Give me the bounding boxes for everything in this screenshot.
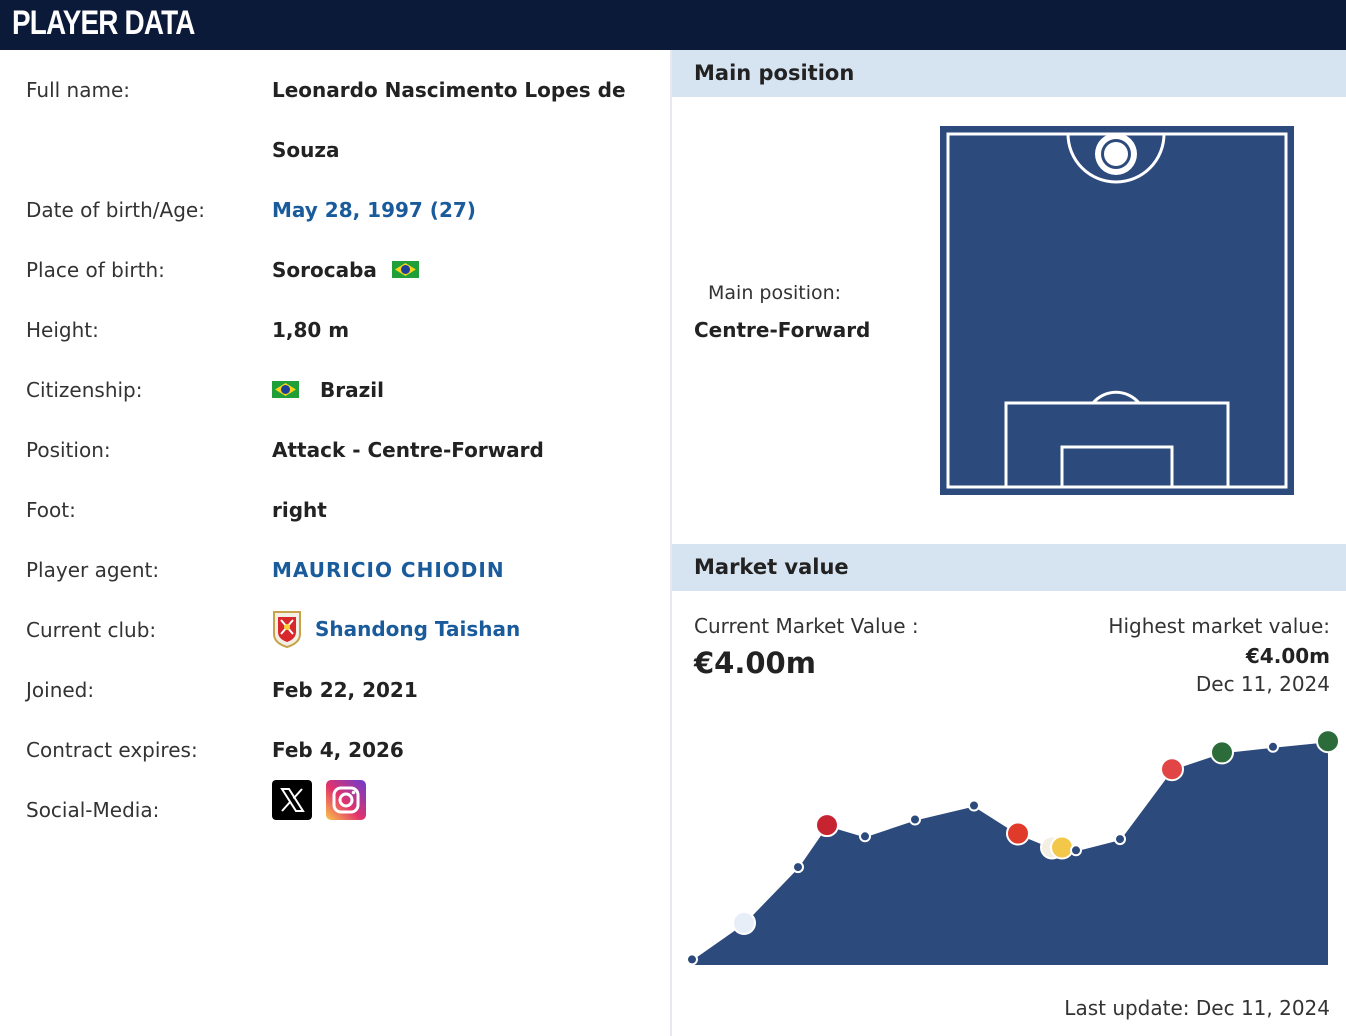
agent-link[interactable]: MAURICIO CHIODIN bbox=[272, 558, 505, 582]
place-of-birth-value-wrap: Sorocaba bbox=[272, 258, 419, 282]
main-position-label: Main position: bbox=[708, 282, 842, 304]
foot-value: right bbox=[272, 498, 327, 522]
market-value-point-10[interactable] bbox=[1070, 844, 1082, 857]
row-position: Position: Attack - Centre-Forward bbox=[26, 438, 646, 468]
agent-label: Player agent: bbox=[26, 558, 160, 582]
row-foot: Foot: right bbox=[26, 498, 646, 528]
market-value-point-5[interactable] bbox=[909, 813, 921, 826]
row-full-name: Full name: Leonardo Nascimento Lopes de … bbox=[26, 78, 646, 168]
current-club-link[interactable]: Shandong Taishan bbox=[314, 617, 521, 641]
club-badge-point-1[interactable] bbox=[732, 911, 756, 935]
player-info-panel bbox=[0, 50, 670, 1036]
x-twitter-icon[interactable] bbox=[272, 780, 312, 820]
market-value-heading: Market value bbox=[694, 555, 849, 579]
dob-value-link[interactable]: May 28, 1997 (27) bbox=[272, 198, 476, 222]
joined-value: Feb 22, 2021 bbox=[272, 678, 418, 702]
club-badge-point-7[interactable] bbox=[1006, 821, 1030, 846]
club-badge-point-13[interactable] bbox=[1210, 740, 1234, 765]
position-marker-dot bbox=[1104, 142, 1128, 166]
contract-expires-label: Contract expires: bbox=[26, 738, 198, 762]
club-badge-point-12[interactable] bbox=[1160, 757, 1184, 782]
place-of-birth-value: Sorocaba bbox=[272, 258, 377, 282]
row-citizenship: Citizenship: Brazil bbox=[26, 378, 646, 408]
market-value-point-0[interactable] bbox=[686, 953, 698, 966]
market-value-area bbox=[692, 741, 1328, 965]
goal-area bbox=[1060, 445, 1174, 489]
header-bar: PLAYER DATA bbox=[0, 0, 1346, 50]
pitch-centre-circle bbox=[1066, 133, 1166, 184]
market-value-chart[interactable] bbox=[672, 710, 1346, 990]
highest-market-value: €4.00m bbox=[1245, 644, 1330, 668]
pitch-background bbox=[940, 126, 1294, 495]
row-contract-expires: Contract expires: Feb 4, 2026 bbox=[26, 738, 646, 768]
position-label: Position: bbox=[26, 438, 111, 462]
market-value-point-2[interactable] bbox=[792, 861, 804, 874]
panel-divider bbox=[670, 50, 672, 1036]
height-label: Height: bbox=[26, 318, 99, 342]
instagram-icon[interactable] bbox=[326, 780, 366, 820]
highest-market-value-date: Dec 11, 2024 bbox=[1195, 672, 1330, 696]
penalty-arc bbox=[1091, 390, 1141, 405]
market-value-point-14[interactable] bbox=[1267, 740, 1279, 753]
social-media-label: Social-Media: bbox=[26, 798, 160, 822]
current-club-wrap[interactable]: Shandong Taishan bbox=[272, 610, 520, 648]
last-update-text: Last update: Dec 11, 2024 bbox=[1064, 996, 1330, 1020]
highest-market-value-label: Highest market value: bbox=[1108, 614, 1330, 638]
height-value: 1,80 m bbox=[272, 318, 350, 342]
dob-label: Date of birth/Age: bbox=[26, 198, 205, 222]
full-name-value-line1: Leonardo Nascimento Lopes de bbox=[272, 78, 626, 102]
full-name-label: Full name: bbox=[26, 78, 131, 102]
current-club-label: Current club: bbox=[26, 618, 157, 642]
contract-expires-value: Feb 4, 2026 bbox=[272, 738, 404, 762]
main-position-header: Main position bbox=[672, 50, 1346, 97]
main-position-heading: Main position bbox=[694, 61, 855, 85]
club-badge-point-15[interactable] bbox=[1316, 729, 1340, 754]
full-name-value-line2: Souza bbox=[272, 138, 340, 162]
market-value-header: Market value bbox=[672, 544, 1346, 591]
row-joined: Joined: Feb 22, 2021 bbox=[26, 678, 646, 708]
main-position-value: Centre-Forward bbox=[694, 318, 871, 342]
position-value: Attack - Centre-Forward bbox=[272, 438, 544, 462]
row-place-of-birth: Place of birth: Sorocaba bbox=[26, 258, 646, 288]
market-value-point-6[interactable] bbox=[968, 799, 980, 812]
position-pitch-diagram bbox=[940, 126, 1294, 495]
right-panel: Main position Main position: Centre-Forw… bbox=[672, 50, 1346, 1036]
row-current-club: Current club: Shandong Taishan bbox=[26, 610, 646, 650]
row-height: Height: 1,80 m bbox=[26, 318, 646, 348]
citizenship-value: Brazil bbox=[319, 378, 384, 402]
foot-label: Foot: bbox=[26, 498, 76, 522]
joined-label: Joined: bbox=[26, 678, 95, 702]
citizenship-label: Citizenship: bbox=[26, 378, 143, 402]
market-value-line bbox=[691, 740, 1329, 961]
brazil-flag-icon bbox=[391, 261, 419, 278]
page-title: PLAYER DATA bbox=[12, 4, 195, 42]
row-player-agent: Player agent: MAURICIO CHIODIN bbox=[26, 558, 646, 588]
row-date-of-birth: Date of birth/Age: May 28, 1997 (27) bbox=[26, 198, 646, 228]
row-social-media: Social-Media: bbox=[26, 798, 646, 828]
brazil-flag-icon bbox=[272, 381, 299, 398]
citizenship-value-wrap: Brazil bbox=[272, 378, 384, 402]
current-market-value-label: Current Market Value : bbox=[694, 614, 919, 638]
club-badge-point-9[interactable] bbox=[1050, 835, 1074, 860]
market-value-point-11[interactable] bbox=[1114, 833, 1126, 846]
club-badge-point-3[interactable] bbox=[815, 813, 839, 838]
shandong-taishan-crest-icon bbox=[273, 611, 301, 648]
place-of-birth-label: Place of birth: bbox=[26, 258, 165, 282]
current-market-value: €4.00m bbox=[694, 646, 816, 680]
market-value-point-4[interactable] bbox=[859, 830, 871, 843]
